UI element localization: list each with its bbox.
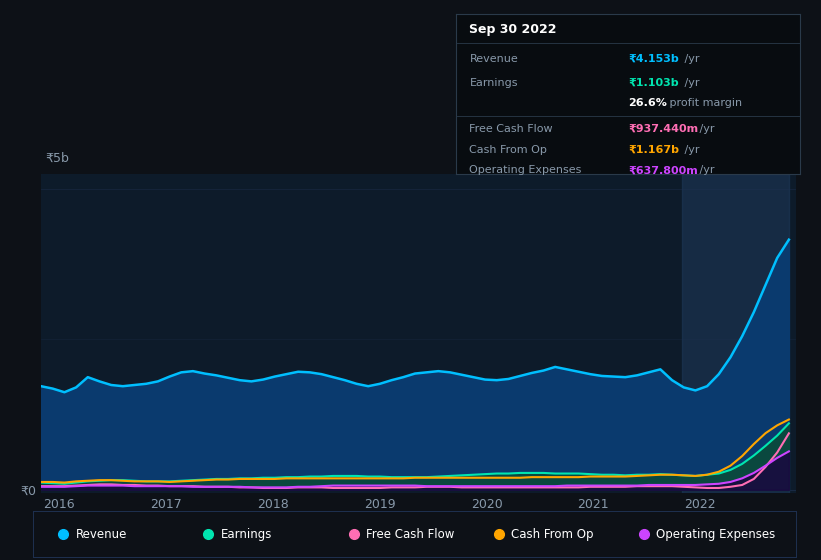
Text: Earnings: Earnings bbox=[470, 78, 518, 87]
Text: /yr: /yr bbox=[696, 165, 715, 175]
Text: Free Cash Flow: Free Cash Flow bbox=[470, 124, 553, 134]
Text: /yr: /yr bbox=[681, 54, 699, 64]
Text: Cash From Op: Cash From Op bbox=[470, 144, 548, 155]
Text: profit margin: profit margin bbox=[666, 99, 742, 109]
Text: Revenue: Revenue bbox=[470, 54, 518, 64]
Text: Operating Expenses: Operating Expenses bbox=[470, 165, 582, 175]
Text: Cash From Op: Cash From Op bbox=[511, 528, 594, 541]
Text: ₹5b: ₹5b bbox=[45, 152, 69, 165]
Text: /yr: /yr bbox=[681, 144, 699, 155]
Text: ₹937.440m: ₹937.440m bbox=[628, 124, 698, 134]
Text: Free Cash Flow: Free Cash Flow bbox=[365, 528, 454, 541]
Text: Operating Expenses: Operating Expenses bbox=[656, 528, 775, 541]
Text: ₹4.153b: ₹4.153b bbox=[628, 54, 679, 64]
Text: 26.6%: 26.6% bbox=[628, 99, 667, 109]
Text: /yr: /yr bbox=[696, 124, 715, 134]
Bar bbox=[682, 174, 789, 493]
Text: ₹1.167b: ₹1.167b bbox=[628, 144, 679, 155]
Text: /yr: /yr bbox=[681, 78, 699, 87]
Text: Sep 30 2022: Sep 30 2022 bbox=[470, 24, 557, 36]
Text: ₹1.103b: ₹1.103b bbox=[628, 78, 679, 87]
Text: ₹637.800m: ₹637.800m bbox=[628, 165, 698, 175]
Text: Earnings: Earnings bbox=[221, 528, 272, 541]
Text: Revenue: Revenue bbox=[76, 528, 127, 541]
